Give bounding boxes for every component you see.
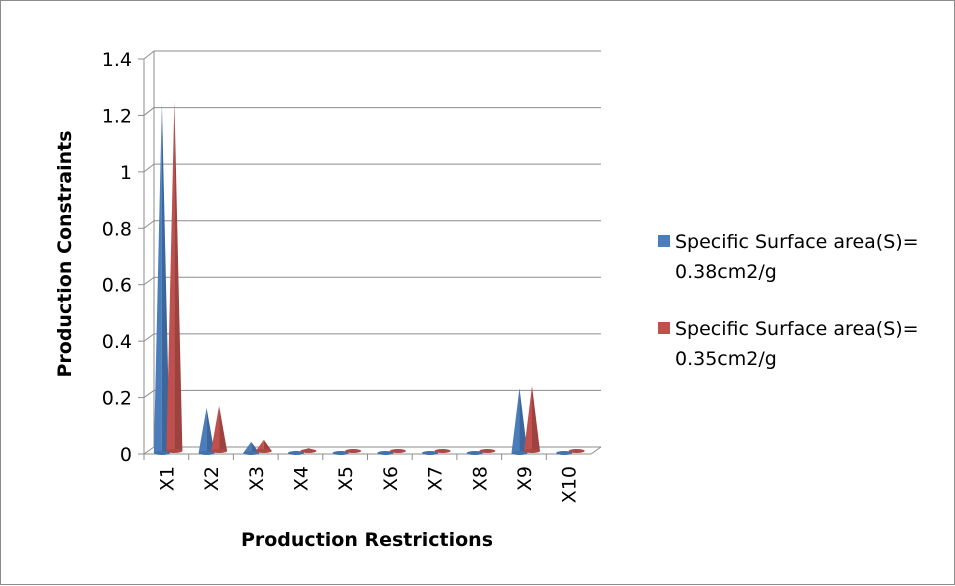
cone-base (568, 449, 585, 453)
cone-base (287, 451, 304, 455)
cone-X5-series-2 (345, 449, 362, 453)
gridline-depth (143, 50, 155, 60)
x-tick-label: X8 (469, 466, 491, 491)
cone-X3-series-1 (243, 441, 260, 455)
cone-base (153, 451, 170, 455)
gridline-depth (143, 446, 155, 455)
x-tick-label: X9 (514, 466, 536, 491)
cone-base (345, 449, 362, 453)
x-tick-label: X1 (156, 466, 178, 491)
floor-edge (590, 446, 602, 455)
legend: Specific Surface area(S)= 0.38cm2/g Specif… (658, 231, 919, 370)
cone-right-face (206, 407, 215, 453)
cone-X6-series-2 (389, 449, 406, 453)
cone-base (243, 451, 260, 455)
y-tick-label: 1.4 (102, 49, 132, 71)
cone-left-face (153, 103, 162, 454)
y-tick-label: 0.6 (102, 275, 132, 297)
cone-base (466, 451, 483, 455)
y-axis-title: Production Constraints (54, 130, 76, 377)
cone-base (300, 449, 317, 453)
gridline-depth (143, 276, 155, 286)
cone-base (332, 451, 349, 455)
cone-right-face (519, 388, 528, 453)
y-tick-label: 0.4 (102, 331, 132, 353)
cone-base (255, 449, 272, 453)
bars (153, 101, 585, 455)
cone-right-face (263, 439, 272, 451)
x-tick-label: X7 (425, 466, 447, 491)
legend-swatch-series-1 (658, 235, 670, 247)
cone-left-face (243, 441, 252, 453)
gridline-depth (143, 220, 155, 229)
x-tick-label: X6 (380, 466, 402, 491)
y-tick-label: 1 (120, 162, 132, 184)
x-axis-title: Production Restrictions (241, 529, 493, 551)
cone-X7-series-1 (422, 451, 439, 455)
gridline-depth (143, 390, 155, 398)
cone-X7-series-2 (434, 449, 451, 453)
legend-label-series-1: Specific Surface area(S)= (675, 231, 919, 253)
cone-left-face (198, 407, 207, 453)
cone-X10-series-2 (568, 449, 585, 453)
cone-X10-series-1 (556, 451, 573, 455)
cone-X5-series-1 (332, 451, 349, 455)
legend-label-series-1: 0.38cm2/g (675, 261, 777, 283)
cone-base (211, 449, 228, 453)
cone-X3-series-2 (255, 439, 272, 453)
y-tick-label: 1.2 (102, 105, 132, 127)
cone-X4-series-2 (300, 448, 317, 453)
cone-X2-series-1 (198, 407, 215, 455)
legend-swatch-series-2 (658, 322, 670, 334)
cone-left-face (255, 439, 264, 451)
cone-base (434, 449, 451, 453)
gridline-depth (143, 107, 155, 116)
cone-base (198, 451, 215, 455)
cone-base (479, 449, 496, 453)
legend-label-series-2: Specific Surface area(S)= (675, 318, 919, 340)
y-tick-labels: 0 0.2 0.4 0.6 0.8 1 1.2 1.4 (102, 49, 132, 466)
x-tick-label: X3 (246, 466, 268, 491)
x-tick-label: X5 (335, 466, 357, 491)
y-tick-label: 0.8 (102, 218, 132, 240)
cone-X8-series-2 (479, 449, 496, 453)
cone-base (422, 451, 439, 455)
cone-base (523, 449, 540, 453)
cone-X1-series-1 (153, 103, 170, 455)
cone-base (511, 451, 528, 455)
cone-right-face (161, 103, 170, 454)
cone-X6-series-1 (377, 451, 394, 455)
x-tick-label: X4 (290, 466, 312, 491)
x-tick-label: X2 (201, 466, 223, 491)
cone-base (166, 449, 183, 453)
cone-X4-series-1 (287, 451, 304, 455)
legend-label-series-2: 0.35cm2/g (675, 348, 777, 370)
gridline-depth (143, 163, 155, 173)
cone-X1-series-2 (166, 101, 183, 453)
cone-base (377, 451, 394, 455)
cone-left-face (166, 101, 175, 452)
cone-X9-series-2 (523, 386, 540, 453)
cone-left-face (511, 388, 520, 453)
cone-base (389, 449, 406, 453)
cone-base (556, 451, 573, 455)
y-tick-label: 0 (120, 444, 132, 466)
cone-right-face (531, 386, 540, 451)
cone-X8-series-1 (466, 451, 483, 455)
gridline-depth (143, 333, 155, 342)
cone-X2-series-2 (211, 405, 228, 453)
y-tick-label: 0.2 (102, 388, 132, 410)
x-tick-labels: X1 X2 X3 X4 X5 X6 X7 X8 X9 X10 (156, 466, 580, 503)
x-tick-label: X10 (559, 466, 581, 503)
cone-right-face (219, 405, 228, 451)
cone-right-face (174, 101, 183, 452)
cone-left-face (211, 405, 220, 451)
cone-X9-series-1 (511, 388, 528, 455)
gridlines (143, 50, 601, 455)
cone-left-face (523, 386, 532, 451)
